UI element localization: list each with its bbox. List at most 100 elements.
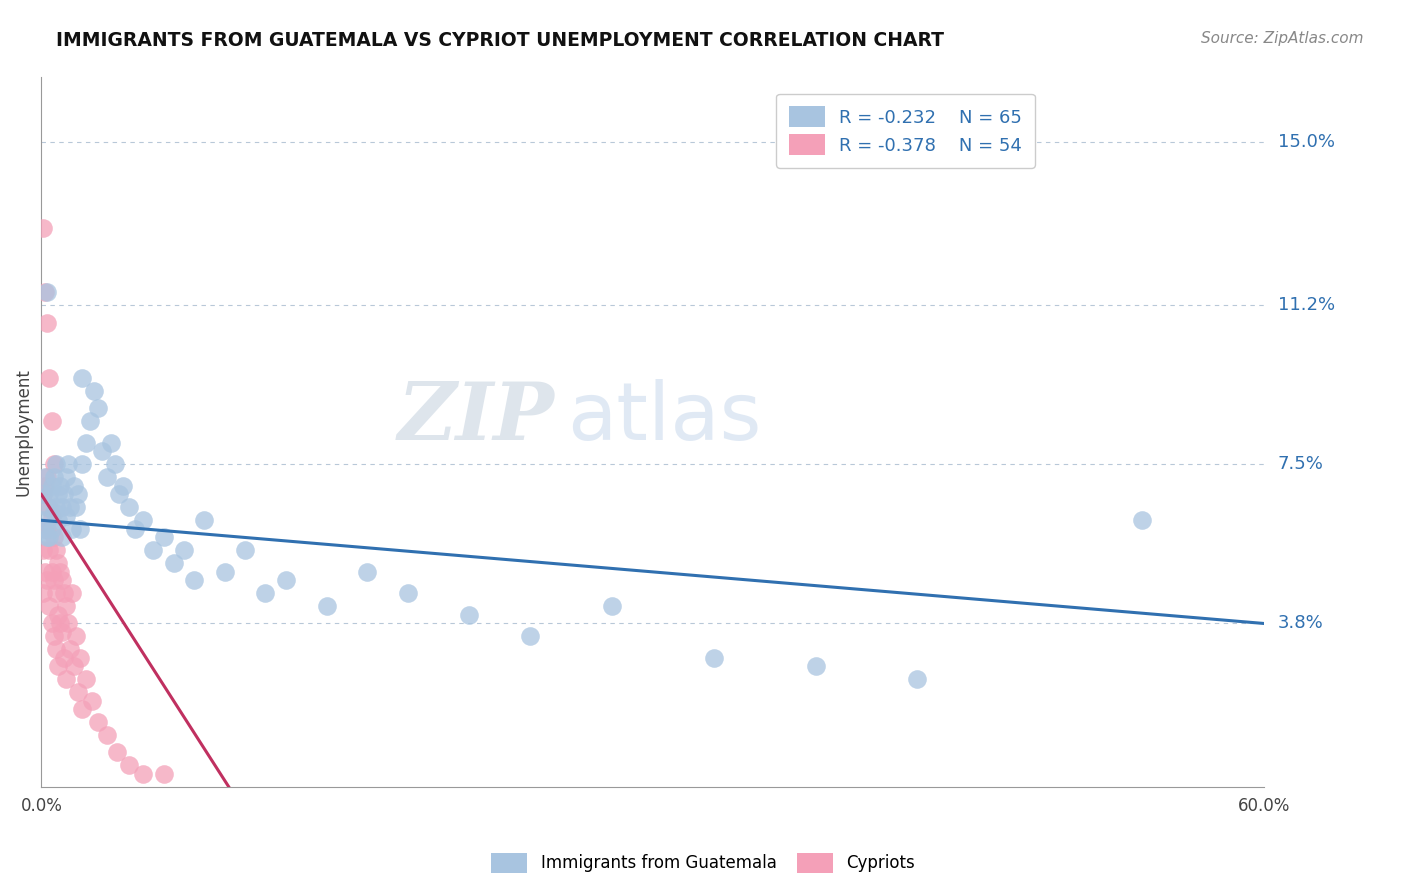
Point [48,616,70,631]
Y-axis label: Unemployment: Unemployment [15,368,32,496]
Point [32,487,55,501]
Point [65,629,87,643]
Text: ZIP: ZIP [398,379,555,457]
Point [69,651,91,665]
Point [60,522,83,536]
Point [356,565,378,579]
Point [100,436,122,450]
Point [37,470,59,484]
Point [66,487,89,501]
Point [66,685,89,699]
Point [87,401,110,416]
Point [32,487,55,501]
Point [87,715,110,730]
Point [55,673,77,687]
Point [132,767,155,781]
Point [75,436,97,450]
Point [142,543,165,558]
Point [48,479,70,493]
Point [46,487,69,501]
Point [214,565,236,579]
Point [41,414,63,428]
Point [254,586,277,600]
Point [193,513,215,527]
Point [34,565,56,579]
Point [396,586,419,600]
Text: 15.0%: 15.0% [1278,133,1334,151]
Point [83,384,105,399]
Point [905,673,928,687]
Point [42,574,65,588]
Point [45,642,67,657]
Point [105,746,128,760]
Point [107,487,129,501]
Point [173,543,195,558]
Point [38,371,60,385]
Point [163,556,186,570]
Point [183,574,205,588]
Point [32,586,55,600]
Point [37,531,59,545]
Point [59,500,82,515]
Point [91,444,114,458]
Point [233,543,256,558]
Point [42,505,65,519]
Legend: R = -0.232    N = 65, R = -0.378    N = 54: R = -0.232 N = 65, R = -0.378 N = 54 [776,94,1035,168]
Point [274,574,297,588]
Point [82,694,104,708]
Point [118,758,141,772]
Point [55,470,77,484]
Point [41,616,63,631]
Point [104,458,127,472]
Point [38,599,60,614]
Point [600,599,623,614]
Point [42,458,65,472]
Point [132,513,155,527]
Point [46,607,69,622]
Point [55,599,77,614]
Point [37,316,59,330]
Point [56,616,79,631]
Text: 7.5%: 7.5% [1278,456,1323,474]
Point [41,565,63,579]
Point [96,728,118,742]
Point [32,543,55,558]
Point [45,586,67,600]
Point [37,285,59,300]
Point [96,470,118,484]
Point [63,479,86,493]
Point [52,651,75,665]
Point [60,586,83,600]
Point [124,522,146,536]
Point [1130,513,1153,527]
Point [34,522,56,536]
Point [46,659,69,673]
Point [111,479,134,493]
Point [152,767,174,781]
Point [38,543,60,558]
Point [70,702,93,716]
Point [519,629,541,643]
Point [79,414,101,428]
Point [69,522,91,536]
Text: atlas: atlas [567,379,761,457]
Text: 11.2%: 11.2% [1278,296,1334,314]
Point [703,651,725,665]
Point [152,531,174,545]
Point [32,221,55,235]
Point [38,487,60,501]
Point [45,500,67,515]
Point [75,673,97,687]
Point [41,479,63,493]
Point [55,508,77,523]
Point [32,513,55,527]
Point [37,574,59,588]
Point [34,479,56,493]
Text: 3.8%: 3.8% [1278,615,1323,632]
Text: Source: ZipAtlas.com: Source: ZipAtlas.com [1201,31,1364,46]
Point [65,500,87,515]
Point [70,458,93,472]
Legend: Immigrants from Guatemala, Cypriots: Immigrants from Guatemala, Cypriots [484,847,922,880]
Point [42,470,65,484]
Point [42,531,65,545]
